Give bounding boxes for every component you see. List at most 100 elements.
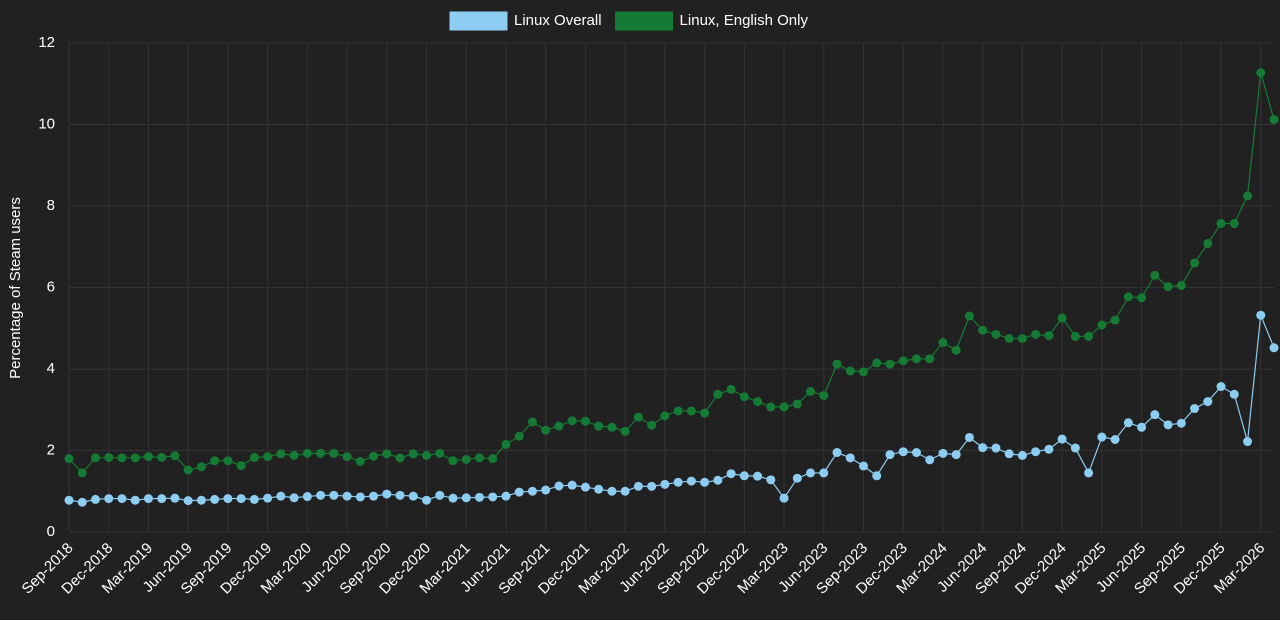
data-point <box>964 432 974 442</box>
data-point <box>382 449 392 459</box>
data-point <box>938 448 948 458</box>
y-tick-label: 0 <box>47 523 55 540</box>
data-point <box>554 421 564 431</box>
data-point <box>130 495 140 505</box>
data-point <box>607 486 617 496</box>
data-point <box>1031 447 1041 457</box>
data-point <box>978 443 988 453</box>
data-point <box>1110 315 1120 325</box>
data-point <box>554 481 564 491</box>
data-point <box>157 494 167 504</box>
data-point <box>143 494 153 504</box>
data-point <box>263 493 273 503</box>
data-point <box>832 359 842 369</box>
data-point <box>911 354 921 364</box>
data-point <box>1229 389 1239 399</box>
data-point <box>408 491 418 501</box>
legend-label: Linux, English Only <box>680 12 809 29</box>
data-point <box>541 425 551 435</box>
data-point <box>1216 219 1226 229</box>
data-point <box>859 461 869 471</box>
data-point <box>474 492 484 502</box>
data-point <box>435 448 445 458</box>
data-point <box>461 454 471 464</box>
data-point <box>541 485 551 495</box>
series-line <box>68 314 1275 503</box>
data-point <box>196 495 206 505</box>
data-point <box>686 406 696 416</box>
data-point <box>964 311 974 321</box>
data-point <box>501 439 511 449</box>
data-point <box>501 491 511 501</box>
data-point <box>620 426 630 436</box>
data-point <box>183 465 193 475</box>
data-point <box>104 494 114 504</box>
data-point <box>1163 420 1173 430</box>
y-tick-label: 6 <box>47 278 55 295</box>
data-point <box>143 452 153 462</box>
data-point <box>395 490 405 500</box>
data-point <box>938 338 948 348</box>
data-point <box>514 487 524 497</box>
data-point <box>792 399 802 409</box>
data-point <box>1044 444 1054 454</box>
data-point <box>448 493 458 503</box>
data-point <box>488 454 498 464</box>
data-point <box>580 416 590 426</box>
y-tick-label: 2 <box>47 441 55 458</box>
data-point <box>157 452 167 462</box>
data-point <box>567 480 577 490</box>
data-point <box>276 449 286 459</box>
data-point <box>117 494 127 504</box>
data-point <box>1057 313 1067 323</box>
data-point <box>196 462 206 472</box>
data-point <box>355 492 365 502</box>
data-point <box>422 450 432 460</box>
data-point <box>806 386 816 396</box>
data-point <box>673 477 683 487</box>
data-point <box>898 447 908 457</box>
data-point <box>527 417 537 427</box>
data-point <box>859 367 869 377</box>
data-point <box>210 494 220 504</box>
data-point <box>302 492 312 502</box>
data-point <box>779 493 789 503</box>
data-point <box>925 455 935 465</box>
data-point <box>90 453 100 463</box>
data-point <box>90 494 100 504</box>
data-point <box>355 457 365 467</box>
data-point <box>713 389 723 399</box>
data-point <box>1044 331 1054 341</box>
legend-label: Linux Overall <box>514 12 602 29</box>
data-point <box>316 448 326 458</box>
data-point <box>766 475 776 485</box>
data-point <box>686 476 696 486</box>
data-point <box>236 494 246 504</box>
data-point <box>170 493 180 503</box>
data-point <box>779 402 789 412</box>
data-point <box>739 471 749 481</box>
y-tick-label: 8 <box>47 197 55 214</box>
data-point <box>647 481 657 491</box>
data-point <box>753 471 763 481</box>
data-point <box>633 481 643 491</box>
legend-swatch <box>449 11 508 31</box>
data-point <box>951 450 961 460</box>
data-point <box>845 453 855 463</box>
data-point <box>223 494 233 504</box>
data-point <box>1097 432 1107 442</box>
data-point <box>382 489 392 499</box>
data-point <box>461 493 471 503</box>
data-point <box>249 494 259 504</box>
data-point <box>276 491 286 501</box>
data-point <box>1084 331 1094 341</box>
data-point <box>594 421 604 431</box>
data-point <box>1137 293 1147 303</box>
data-point <box>1203 238 1213 248</box>
data-point <box>1269 343 1279 353</box>
data-point <box>249 452 259 462</box>
data-point <box>594 484 604 494</box>
data-point <box>236 461 246 471</box>
data-point <box>620 486 630 496</box>
data-point <box>1031 329 1041 339</box>
